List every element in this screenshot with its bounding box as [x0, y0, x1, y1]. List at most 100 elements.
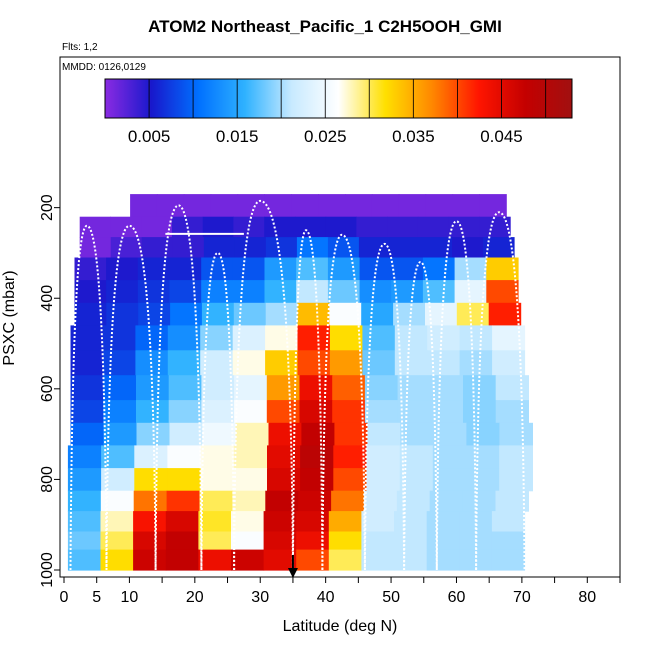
- flight-track-profile: [363, 242, 406, 571]
- colorbar-border: [104, 78, 573, 119]
- mmdd-label: MMDD: 0126,0129: [62, 62, 146, 73]
- heatmap-cell: [103, 350, 136, 376]
- heatmap-cell: [70, 350, 104, 376]
- heatmap-cell: [300, 468, 334, 492]
- heatmap-cell: [394, 325, 428, 351]
- heatmap-cell: [495, 400, 529, 424]
- heatmap-cell: [433, 422, 467, 446]
- heatmap-cell: [210, 194, 239, 218]
- heatmap-cell: [448, 216, 480, 238]
- heatmap-cell: [391, 280, 424, 304]
- x-tick-label: 70: [513, 589, 531, 606]
- heatmap-cell: [452, 237, 484, 259]
- heatmap-cell: [356, 216, 388, 238]
- heatmap-cell: [265, 350, 299, 376]
- heatmap-cell: [394, 549, 428, 571]
- heatmap-cell: [67, 490, 102, 512]
- flight-track-profile: [154, 204, 203, 571]
- heatmap-cell: [334, 422, 368, 446]
- heatmap-cell: [130, 194, 158, 218]
- heatmap-cell: [463, 400, 497, 424]
- heatmap-cell: [394, 350, 428, 376]
- heatmap-cell: [168, 400, 202, 424]
- heatmap-cell: [70, 375, 104, 401]
- heatmap-cell: [325, 216, 357, 238]
- colorbar-tick-label: 0.015: [216, 127, 259, 146]
- heatmap-cell: [235, 422, 270, 446]
- heatmap-cell: [299, 400, 333, 424]
- colorbar-tick-label: 0.005: [128, 127, 171, 146]
- colorbar-tick-label: 0.025: [304, 127, 347, 146]
- flight-track-profile: [403, 260, 438, 571]
- heatmap-cell: [488, 302, 522, 326]
- heatmap-cell: [137, 280, 171, 304]
- heatmap-cell: [329, 325, 363, 351]
- heatmap-cell: [495, 490, 529, 512]
- heatmap-cell: [499, 422, 533, 446]
- heatmap-cell: [432, 468, 467, 492]
- heatmap-cell: [232, 350, 266, 376]
- heatmap-cell: [74, 280, 107, 304]
- heatmap-cell: [170, 302, 203, 326]
- heatmap-cell: [67, 445, 102, 469]
- heatmap-cell: [167, 350, 201, 376]
- flight-track-profile: [105, 224, 157, 571]
- heatmap-cell: [479, 216, 511, 238]
- heatmap-cell: [199, 490, 233, 512]
- chart-title: ATOM2 Northeast_Pacific_1 C2H5OOH_GMI: [148, 17, 502, 36]
- heatmap-cell: [491, 531, 526, 551]
- heatmap-cell: [232, 490, 266, 512]
- heatmap-cell: [367, 422, 401, 446]
- heatmap-cell: [233, 468, 268, 492]
- heatmap-cell: [345, 194, 373, 218]
- heatmap-cell: [361, 302, 394, 326]
- colorbar-gradient: [105, 79, 572, 118]
- heatmap-cells: [67, 194, 533, 571]
- heatmap-cell: [426, 531, 460, 551]
- heatmap-cell: [459, 350, 493, 376]
- x-tick-label: 50: [382, 589, 400, 606]
- heatmap-cell: [167, 445, 202, 469]
- x-tick-label: 5: [92, 589, 101, 606]
- heatmap-cell: [264, 194, 292, 218]
- heatmap-cell: [263, 549, 297, 571]
- heatmap-cell: [296, 280, 329, 304]
- heatmap-cell: [266, 400, 301, 424]
- heatmap-cell: [459, 325, 493, 351]
- heatmap-cell: [297, 350, 331, 376]
- heatmap-cell: [67, 531, 102, 551]
- heatmap-cell: [328, 531, 362, 551]
- heatmap-cell: [167, 325, 201, 351]
- heatmap-cell: [137, 257, 171, 281]
- heatmap-cell: [265, 302, 299, 326]
- heatmap-cell: [134, 445, 169, 469]
- heatmap-cell: [232, 257, 266, 281]
- heatmap-cell: [318, 194, 346, 218]
- heatmap-cell: [110, 216, 142, 238]
- heatmap-cell: [333, 468, 368, 492]
- heatmap-cell: [141, 237, 174, 259]
- flight-tracks: [69, 199, 526, 571]
- heatmap-cell: [100, 490, 135, 512]
- heatmap-cell: [234, 400, 268, 424]
- heatmap-cell: [74, 302, 107, 326]
- heatmap-cell: [391, 257, 424, 281]
- plot-frame: [59, 56, 621, 578]
- heatmap-cell: [264, 216, 296, 238]
- heatmap-cell: [231, 549, 265, 571]
- heatmap-cell: [168, 375, 202, 401]
- heatmap-cell: [294, 216, 327, 238]
- heatmap-cell: [138, 302, 171, 326]
- heatmap-cell: [394, 531, 428, 551]
- heatmap-cell: [201, 375, 235, 401]
- heatmap-cell: [67, 511, 102, 533]
- heatmap-cell: [201, 400, 235, 424]
- heatmap-cell: [421, 237, 453, 259]
- heatmap-cell: [394, 511, 428, 533]
- heatmap-cell: [264, 280, 297, 304]
- heatmap-cell: [70, 422, 105, 446]
- x-tick-label: 40: [317, 589, 335, 606]
- heatmap-cell: [486, 280, 519, 304]
- heatmap-cell: [432, 445, 467, 469]
